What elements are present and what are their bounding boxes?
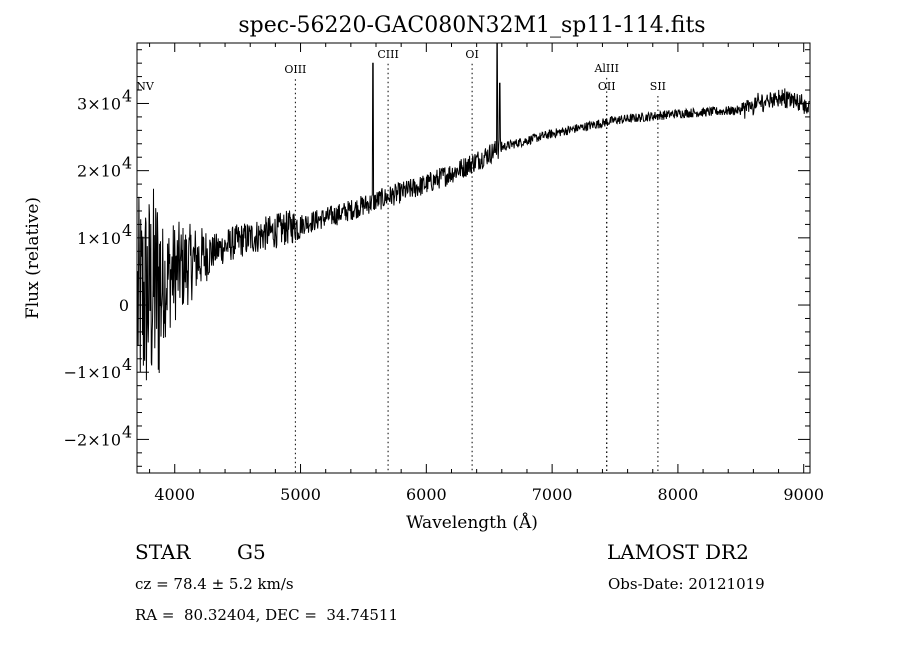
y-tick-label: 0 <box>119 296 129 315</box>
velocity-readout: cz = 78.4 ± 5.2 km/s <box>135 575 294 593</box>
spectral-line-label: NV <box>136 80 155 93</box>
y-tick-label: 3×10 <box>77 94 121 113</box>
spectral-line-label: CIII <box>377 48 398 61</box>
x-tick-label: 6000 <box>406 485 447 504</box>
x-tick-label: 5000 <box>280 485 321 504</box>
x-tick-label: 9000 <box>783 485 824 504</box>
y-tick-exponent: 4 <box>122 154 132 173</box>
y-tick-label: −1×10 <box>64 363 121 382</box>
info-panel: STAR G5 LAMOST DR2 cz = 78.4 ± 5.2 km/s … <box>135 540 765 624</box>
spectrum-trace <box>137 42 810 381</box>
y-tick-exponent: 4 <box>122 355 132 374</box>
survey-name: LAMOST DR2 <box>607 540 749 564</box>
y-tick-label: −2×10 <box>64 430 121 449</box>
spectral-line-label: OII <box>598 80 616 93</box>
spectrum-trace-group <box>137 42 810 381</box>
y-axis-label: Flux (relative) <box>23 197 43 319</box>
spectral-line-label: OI <box>465 48 478 61</box>
y-tick-exponent: 4 <box>122 86 132 105</box>
spectral-line-markers: NV OIII CIII OI AlIII OII SII <box>136 48 666 473</box>
y-tick-exponent: 4 <box>122 422 132 441</box>
observation-date: Obs-Date: 20121019 <box>608 575 765 593</box>
y-tick-label: 2×10 <box>77 162 121 181</box>
x-tick-label: 4000 <box>154 485 195 504</box>
y-tick-exponent: 4 <box>122 221 132 240</box>
x-axis-label: Wavelength (Å) <box>406 512 538 533</box>
object-class: STAR <box>135 540 191 564</box>
plot-frame <box>136 42 811 474</box>
x-tick-label: 7000 <box>532 485 573 504</box>
chart-title: spec-56220-GAC080N32M1_sp11-114.fits <box>238 13 705 38</box>
spectral-line-label: AlIII <box>593 62 619 75</box>
y-tick-label: 1×10 <box>77 229 121 248</box>
x-tick-label: 8000 <box>658 485 699 504</box>
spectral-line-label: OIII <box>284 63 306 76</box>
coordinates-readout: RA = 80.32404, DEC = 34.74511 <box>135 606 398 624</box>
object-subclass: G5 <box>237 540 266 564</box>
spectral-line-label: SII <box>650 80 666 93</box>
